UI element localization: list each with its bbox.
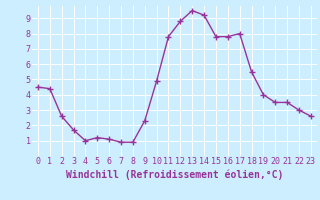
- X-axis label: Windchill (Refroidissement éolien,°C): Windchill (Refroidissement éolien,°C): [66, 169, 283, 180]
